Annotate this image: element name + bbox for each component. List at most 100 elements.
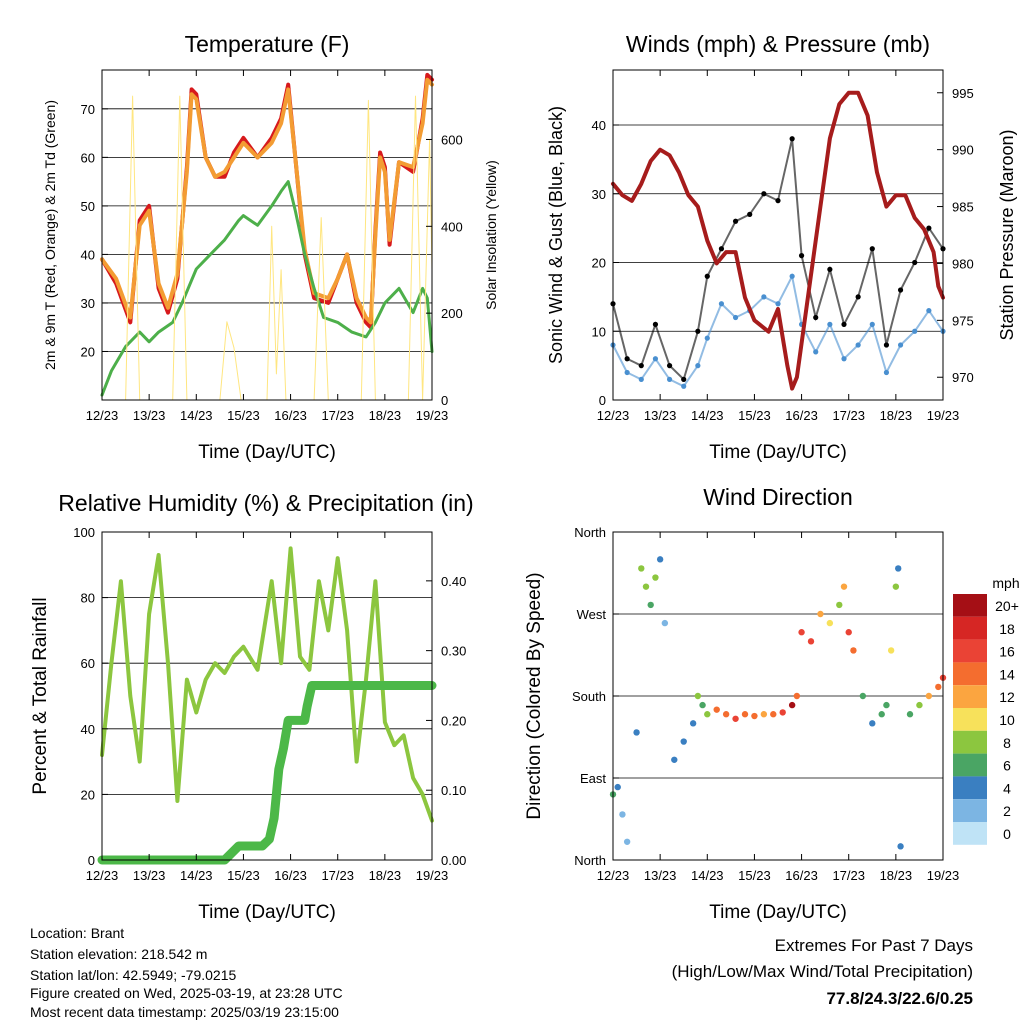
temperature-x-tick-label: 15/23	[227, 408, 260, 423]
extremes-values: 77.8/24.3/22.6/0.25	[826, 989, 973, 1008]
humidity-y-tick-label: 60	[81, 656, 95, 671]
legend-label: 4	[1003, 780, 1011, 796]
direction-point	[788, 701, 796, 709]
direction-point	[741, 711, 749, 718]
humidity-x-tick-label: 15/23	[227, 868, 260, 883]
figure-created: Figure created on Wed, 2025-03-19, at 23…	[30, 985, 343, 1001]
humidity-x-tick-label: 13/23	[133, 868, 166, 883]
wind-direction-x-tick-label: 19/23	[927, 868, 960, 883]
temperature-x-tick-label: 17/23	[321, 408, 354, 423]
extremes-box: Extremes For Past 7 Days (High/Low/Max W…	[672, 936, 973, 1008]
winds-x-tick-label: 15/23	[738, 408, 771, 423]
winds-x-tick-label: 19/23	[927, 408, 960, 423]
humidity-series	[97, 546, 437, 865]
temperature-series-2m-t	[100, 72, 434, 330]
legend-label: 20+	[995, 598, 1019, 614]
direction-point	[652, 574, 659, 581]
wind-direction-y-tick-label: North	[574, 853, 606, 868]
humidity-title: Relative Humidity (%) & Precipitation (i…	[58, 490, 473, 516]
temperature-right-tick-label: 400	[441, 219, 463, 234]
direction-point	[732, 715, 739, 722]
direction-point	[916, 701, 923, 709]
temperature-right-tick-label: 200	[441, 306, 463, 321]
station-location: Location: Brant	[30, 925, 124, 941]
legend-label: 16	[999, 644, 1015, 660]
winds-series-gust	[610, 136, 946, 382]
temperature-right-tick-label: 600	[441, 132, 463, 147]
direction-point	[817, 610, 824, 618]
direction-point	[689, 720, 697, 727]
wind-direction-panel: Wind Direction NorthEastSouthWestNorth12…	[524, 484, 1020, 923]
winds-panel: Winds (mph) & Pressure (mb) 0 10 20 30 40 970…	[546, 31, 1017, 463]
wind-direction-y-tick-label: South	[572, 689, 606, 704]
humidity-x-tick-label: 16/23	[274, 868, 307, 883]
wind-direction-x-tick-label: 15/23	[738, 868, 771, 883]
direction-point	[770, 711, 777, 718]
direction-point	[836, 601, 843, 609]
direction-point	[699, 701, 706, 709]
temperature-x-tick-label: 19/23	[416, 408, 449, 423]
humidity-y-tick-label: 0	[88, 853, 95, 868]
direction-point	[897, 843, 904, 850]
humidity-y-axis-title: Percent & Total Rainfall	[30, 597, 51, 794]
legend-swatch	[953, 753, 987, 777]
direction-point	[623, 838, 631, 845]
direction-point	[779, 709, 786, 716]
direction-point	[826, 619, 834, 627]
legend-label: 6	[1003, 758, 1011, 774]
legend-swatch	[953, 708, 987, 731]
winds-right-tick-label: 990	[952, 143, 974, 158]
temperature-x-tick-label: 13/23	[133, 408, 166, 423]
temperature-x-tick-label: 18/23	[369, 408, 402, 423]
winds-x-tick-label: 13/23	[644, 408, 677, 423]
temperature-x-tick-label: 16/23	[274, 408, 307, 423]
humidity-y-tick-label: 40	[81, 722, 95, 737]
wind-direction-x-axis-title: Time (Day/UTC)	[709, 902, 847, 923]
temperature-series-9m-t	[100, 77, 434, 325]
temperature-right-tick-label: 0	[441, 393, 448, 408]
humidity-series-total-rainfall	[97, 681, 437, 865]
humidity-y-tick-label: 100	[73, 525, 95, 540]
direction-point	[704, 711, 711, 718]
direction-point	[671, 756, 678, 763]
winds-x-tick-label: 17/23	[832, 408, 865, 423]
direction-point	[859, 692, 867, 700]
extremes-heading: Extremes For Past 7 Days	[775, 936, 973, 955]
direction-point	[892, 583, 900, 590]
legend-swatch	[953, 616, 987, 640]
humidity-x-tick-label: 19/23	[416, 868, 449, 883]
humidity-right-tick-label: 0.00	[441, 853, 466, 868]
winds-right-tick-label: 985	[952, 200, 974, 215]
humidity-y-tick-label: 80	[81, 591, 95, 606]
wind-direction-x-tick-label: 16/23	[785, 868, 818, 883]
wind-direction-y-tick-label: West	[577, 607, 607, 622]
winds-y-tick-label: 30	[592, 187, 606, 202]
temperature-y-tick-label: 30	[81, 296, 95, 311]
direction-point	[869, 720, 876, 727]
speed-legend-title: mph	[992, 575, 1019, 591]
direction-point	[878, 711, 885, 718]
humidity-right-tick-label: 0.10	[441, 783, 466, 798]
wind-direction-title: Wind Direction	[703, 484, 853, 510]
winds-title: Winds (mph) & Pressure (mb)	[626, 31, 930, 57]
legend-label: 8	[1003, 735, 1011, 751]
winds-right-tick-label: 980	[952, 256, 974, 271]
direction-point	[633, 729, 640, 736]
legend-swatch	[953, 822, 987, 845]
humidity-series-relative-humidity	[100, 546, 434, 823]
direction-point	[619, 811, 626, 818]
temperature-x-tick-label: 12/23	[86, 408, 119, 423]
winds-series-line-gust	[612, 138, 944, 382]
legend-swatch	[953, 662, 987, 686]
direction-point	[694, 692, 702, 700]
temperature-panel: Temperature (F) 20 30 40 50 60 70 0 200 400 600 12…	[42, 31, 499, 463]
direction-point	[798, 629, 805, 636]
direction-point	[935, 683, 942, 691]
temperature-title: Temperature (F)	[185, 31, 350, 57]
legend-label: 10	[999, 712, 1015, 728]
wind-direction-y-tick-label: East	[580, 771, 606, 786]
humidity-x-tick-label: 18/23	[369, 868, 402, 883]
winds-x-tick-label: 18/23	[880, 408, 913, 423]
winds-series-station-pressure	[611, 90, 945, 391]
humidity-x-tick-label: 17/23	[321, 868, 354, 883]
